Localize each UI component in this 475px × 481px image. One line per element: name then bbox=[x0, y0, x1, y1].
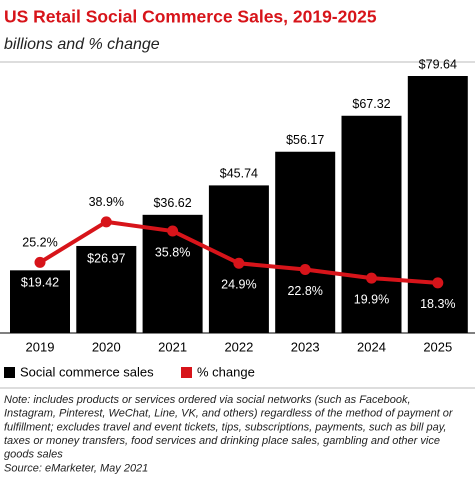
line-point bbox=[432, 277, 444, 289]
line-point bbox=[366, 272, 377, 284]
note: fulfillment; excludes travel and event t… bbox=[4, 421, 446, 433]
bar bbox=[407, 76, 468, 333]
bar-value-label: $79.64 bbox=[419, 57, 457, 71]
legend-swatch bbox=[4, 367, 15, 378]
bar bbox=[275, 151, 336, 333]
x-tick-label: 2022 bbox=[224, 339, 253, 354]
bar-value-label: $36.62 bbox=[153, 196, 191, 210]
line-point bbox=[34, 256, 46, 268]
source: Source: eMarketer, May 2021 bbox=[4, 462, 148, 474]
bar-value-label: $56.17 bbox=[286, 133, 324, 147]
line-value-label: 19.9% bbox=[354, 292, 389, 306]
line-value-label: 35.8% bbox=[155, 245, 190, 259]
line-point bbox=[100, 216, 112, 228]
line-point bbox=[167, 225, 179, 237]
chart-subtitle: billions and % change bbox=[4, 36, 160, 53]
line-value-label: 18.3% bbox=[420, 297, 455, 311]
line-value-label: 25.2% bbox=[22, 236, 57, 250]
bar-value-label: $45.74 bbox=[220, 167, 258, 181]
bar bbox=[76, 245, 137, 333]
line-value-label: 24.9% bbox=[221, 278, 256, 292]
bar bbox=[10, 270, 70, 333]
line-point bbox=[299, 264, 311, 276]
bar-value-label: $26.97 bbox=[87, 251, 125, 265]
note: Instagram, Pinterest, WeChat, Line, VK, … bbox=[4, 408, 454, 420]
line-value-label: 38.9% bbox=[89, 195, 124, 209]
bar bbox=[341, 115, 402, 334]
legend-label: % change bbox=[197, 364, 255, 379]
note: Note: includes products or services orde… bbox=[4, 394, 411, 406]
x-tick-label: 2021 bbox=[158, 339, 187, 354]
bar-value-label: $67.32 bbox=[352, 97, 390, 111]
note: goods sales bbox=[4, 449, 63, 461]
line-point bbox=[233, 257, 245, 269]
bar-value-label: $19.42 bbox=[21, 276, 59, 290]
note: taxes or money transfers, food services … bbox=[4, 435, 440, 447]
x-tick-label: 2019 bbox=[26, 339, 55, 354]
legend-swatch bbox=[181, 367, 192, 378]
x-tick-label: 2020 bbox=[92, 339, 121, 354]
chart-title: US Retail Social Commerce Sales, 2019-20… bbox=[4, 7, 377, 27]
line-value-label: 22.8% bbox=[287, 284, 322, 298]
x-tick-label: 2023 bbox=[291, 339, 320, 354]
x-tick-label: 2024 bbox=[357, 339, 386, 354]
x-tick-label: 2025 bbox=[423, 339, 452, 354]
legend-label: Social commerce sales bbox=[20, 364, 154, 379]
